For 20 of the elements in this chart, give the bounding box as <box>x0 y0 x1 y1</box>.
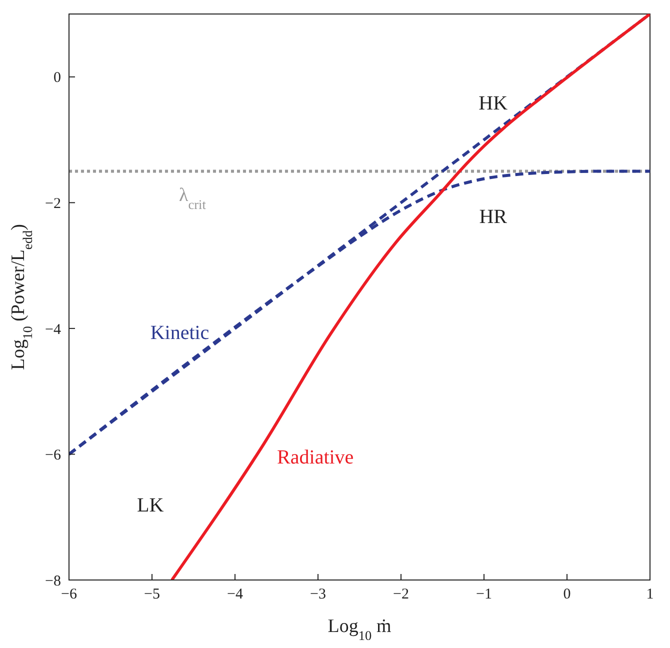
y-tick-label: −8 <box>45 573 61 590</box>
x-tick-label: −5 <box>144 586 160 603</box>
x-tick-label: −1 <box>476 586 492 603</box>
annotation: HR <box>479 205 508 228</box>
x-axis-title: Log$_{10}$ ṁ <box>328 616 392 642</box>
x-tick-label: −2 <box>393 586 409 603</box>
x-tick-label: 0 <box>563 586 571 603</box>
x-tick-label: −3 <box>310 586 326 603</box>
x-tick-label: −6 <box>61 586 78 603</box>
y-tick-label: −6 <box>45 448 62 464</box>
annotation: HK <box>478 92 508 114</box>
series-label: Kinetic <box>150 322 210 344</box>
y-tick-label: 0 <box>54 70 61 86</box>
y-tick-label: −4 <box>45 322 62 338</box>
ref-line-label: λ$_{crit}$ <box>179 185 206 212</box>
series-label: Radiative <box>277 446 354 469</box>
x-tick-label: −4 <box>227 586 244 603</box>
x-tick-label: 1 <box>646 586 654 603</box>
annotation: LK <box>137 494 164 516</box>
y-tick-label: −2 <box>45 196 61 212</box>
